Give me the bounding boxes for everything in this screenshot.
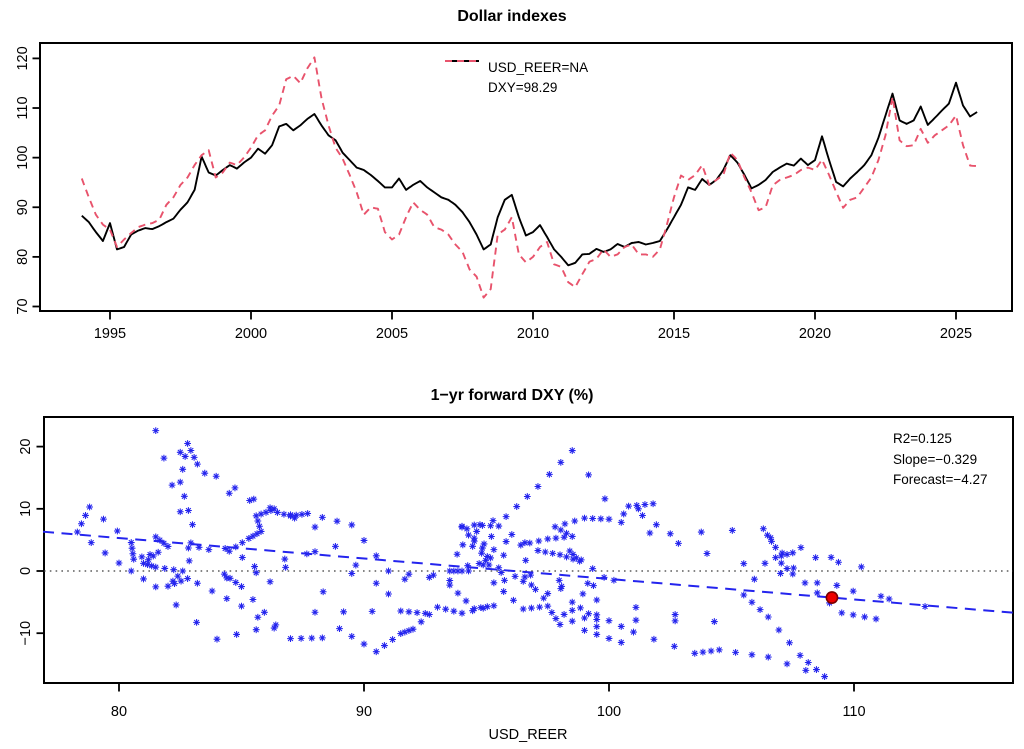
- svg-text:110: 110: [842, 704, 865, 720]
- svg-text:100: 100: [597, 704, 621, 720]
- legend-label-usd-reer: USD_REER=NA: [488, 60, 589, 75]
- svg-text:2025: 2025: [940, 326, 972, 342]
- regression-stats: R2=0.125 Slope=−0.329 Forecast=−4.27: [893, 429, 988, 491]
- svg-text:2005: 2005: [376, 326, 408, 342]
- svg-text:0: 0: [18, 567, 34, 575]
- legend-row-dxy: DXY=98.29: [445, 60, 588, 98]
- svg-text:2010: 2010: [517, 326, 549, 342]
- svg-text:100: 100: [15, 146, 31, 170]
- svg-text:70: 70: [15, 298, 31, 314]
- forecast-value: Forecast=−4.27: [893, 472, 988, 487]
- top-chart-title: Dollar indexes: [457, 8, 567, 25]
- r2-value: R2=0.125: [893, 431, 952, 446]
- slope-value: Slope=−0.329: [893, 451, 978, 467]
- svg-text:80: 80: [15, 249, 31, 265]
- top-chart-legend: USD_REER=NA DXY=98.29: [445, 58, 588, 97]
- svg-text:10: 10: [18, 501, 34, 517]
- svg-text:2015: 2015: [658, 326, 690, 342]
- svg-text:110: 110: [15, 96, 31, 119]
- bottom-chart-title: 1−yr forward DXY (%): [430, 387, 594, 404]
- legend-label-dxy: DXY=98.29: [488, 79, 558, 95]
- svg-text:−10: −10: [18, 621, 34, 646]
- svg-text:20: 20: [18, 439, 34, 455]
- svg-text:90: 90: [15, 199, 31, 215]
- bottom-x-axis-label: USD_REER: [488, 727, 568, 743]
- svg-text:2000: 2000: [235, 326, 267, 342]
- svg-text:90: 90: [356, 704, 372, 720]
- svg-text:80: 80: [111, 704, 127, 720]
- svg-text:1995: 1995: [94, 326, 126, 342]
- svg-text:2020: 2020: [799, 326, 831, 342]
- svg-text:120: 120: [15, 46, 31, 70]
